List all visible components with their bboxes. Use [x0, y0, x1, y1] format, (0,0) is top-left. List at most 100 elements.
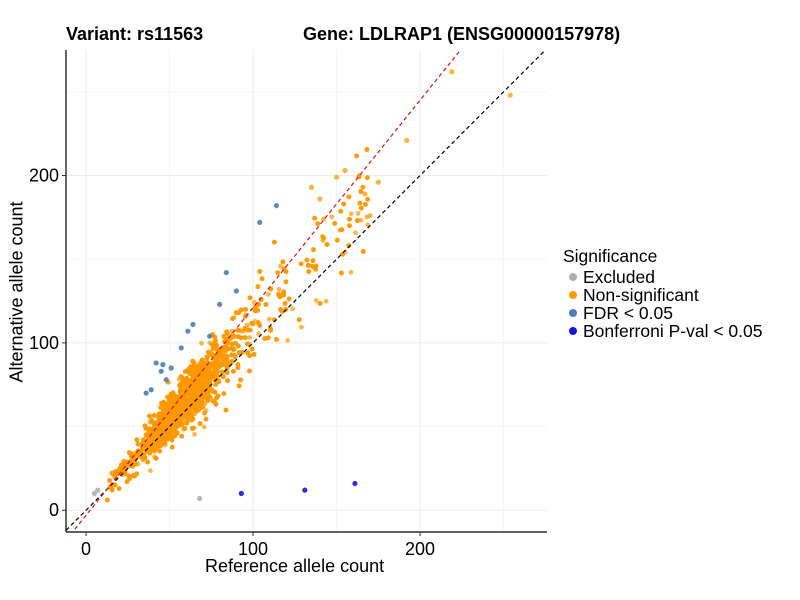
data-point-non-significant	[149, 417, 154, 423]
x-tick-label: 0	[81, 539, 91, 559]
data-point-non-significant	[162, 438, 168, 444]
legend-key-fdr	[569, 309, 577, 317]
data-point-non-significant	[199, 340, 204, 346]
data-point-non-significant	[192, 365, 198, 371]
data-point-fdr-0-05	[223, 269, 229, 276]
data-point-non-significant	[196, 407, 202, 413]
data-point-non-significant	[178, 389, 183, 395]
data-point-non-significant	[275, 270, 281, 276]
data-point-non-significant	[224, 353, 230, 359]
data-point-non-significant	[313, 298, 319, 303]
data-point-fdr-0-05	[158, 368, 164, 374]
data-point-non-significant	[147, 426, 153, 432]
data-point-non-significant	[245, 350, 251, 356]
data-point-non-significant	[148, 468, 153, 473]
data-point-non-significant	[190, 416, 196, 422]
data-point-non-significant	[203, 367, 209, 373]
data-point-non-significant	[221, 333, 227, 339]
data-point-non-significant	[355, 218, 360, 223]
data-point-non-significant	[182, 426, 188, 431]
data-point-non-significant	[251, 299, 257, 305]
data-point-non-significant	[162, 403, 168, 409]
data-point-non-significant	[235, 362, 241, 368]
data-point-non-significant	[365, 196, 371, 202]
data-point-non-significant	[107, 478, 112, 483]
fitted-line	[71, 50, 462, 532]
data-point-excluded	[95, 487, 101, 493]
data-point-non-significant	[346, 243, 352, 249]
y-tick-label: 200	[29, 166, 59, 186]
data-point-non-significant	[151, 433, 157, 439]
data-point-non-significant	[219, 349, 225, 355]
data-point-non-significant	[112, 482, 118, 488]
data-point-non-significant	[144, 448, 149, 454]
legend-label-fdr: FDR < 0.05	[583, 302, 673, 323]
data-point-non-significant	[204, 354, 210, 360]
data-point-non-significant	[312, 215, 318, 221]
data-point-non-significant	[353, 230, 358, 236]
data-point-non-significant	[338, 208, 344, 214]
data-point-non-significant	[170, 403, 176, 409]
data-point-excluded	[91, 490, 97, 497]
data-point-non-significant	[204, 378, 210, 384]
legend-key-non-significant	[569, 291, 577, 299]
data-point-non-significant	[236, 383, 242, 389]
legend-label-non-significant: Non-significant	[583, 284, 699, 305]
data-point-non-significant	[224, 337, 230, 342]
legend-item-fdr: FDR < 0.05	[563, 302, 762, 323]
data-point-non-significant	[182, 369, 188, 375]
data-point-non-significant	[317, 301, 323, 306]
data-point-non-significant	[329, 214, 335, 220]
data-point-non-significant	[118, 462, 124, 468]
legend-item-excluded: Excluded	[563, 267, 762, 287]
data-point-non-significant	[169, 394, 175, 399]
reference-lines	[66, 50, 547, 532]
data-point-non-significant	[367, 213, 373, 219]
data-point-non-significant	[323, 298, 329, 304]
data-point-non-significant	[247, 295, 253, 301]
data-point-non-significant	[333, 174, 340, 180]
data-point-non-significant	[358, 189, 364, 194]
data-point-non-significant	[184, 394, 189, 400]
data-point-non-significant	[182, 378, 188, 384]
data-point-non-significant	[109, 484, 114, 490]
data-point-non-significant	[174, 413, 180, 419]
data-point-non-significant	[159, 417, 165, 422]
data-point-non-significant	[404, 137, 410, 143]
data-point-non-significant	[153, 455, 159, 461]
data-point-non-significant	[347, 216, 352, 222]
data-point-non-significant	[190, 376, 196, 381]
data-point-non-significant	[320, 234, 326, 240]
data-point-non-significant	[170, 390, 176, 396]
x-tick-label: 200	[405, 539, 435, 559]
legend-item-bonferroni: Bonferroni P-val < 0.05	[563, 321, 762, 341]
data-point-fdr-0-05	[168, 365, 174, 371]
data-point-non-significant	[203, 416, 209, 422]
data-point-non-significant	[224, 359, 230, 364]
data-point-non-significant	[215, 393, 221, 399]
data-point-non-significant	[311, 247, 316, 253]
data-point-non-significant	[221, 391, 227, 397]
data-point-non-significant	[334, 237, 340, 243]
data-point-non-significant	[339, 270, 344, 276]
data-point-non-significant	[161, 424, 166, 430]
data-point-fdr-0-05	[185, 328, 191, 334]
data-point-non-significant	[247, 368, 252, 374]
data-point-non-significant	[332, 221, 338, 226]
data-point-non-significant	[200, 385, 206, 390]
data-point-non-significant	[354, 153, 359, 159]
data-point-non-significant	[156, 425, 162, 431]
data-point-non-significant	[286, 296, 292, 302]
data-point-non-significant	[202, 410, 207, 416]
data-point-non-significant	[362, 191, 368, 197]
data-point-fdr-0-05	[143, 390, 149, 396]
data-point-non-significant	[247, 335, 253, 340]
points	[91, 69, 513, 503]
data-point-non-significant	[229, 359, 235, 364]
data-point-non-significant	[225, 378, 230, 384]
data-point-non-significant	[154, 434, 160, 440]
title-gene: Gene: LDLRAP1 (ENSG00000157978)	[303, 24, 621, 44]
data-point-fdr-0-05	[233, 288, 239, 294]
data-point-non-significant	[375, 179, 381, 185]
